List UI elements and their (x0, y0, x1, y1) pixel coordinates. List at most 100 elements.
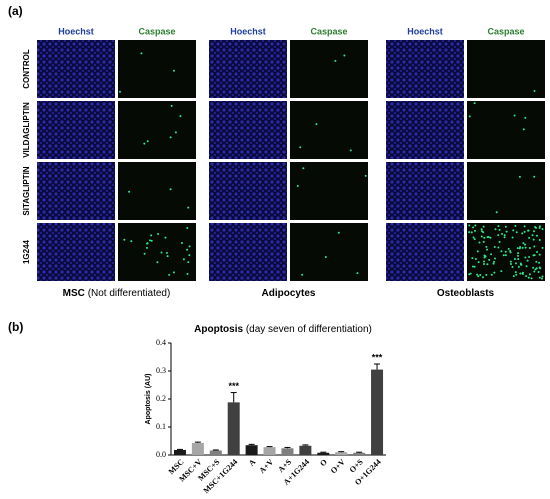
column-header: Hoechst (58, 26, 94, 36)
caspase-spot (468, 231, 471, 234)
caspase-spot (469, 272, 472, 275)
caspase-spot (480, 228, 483, 231)
caspase-spot (538, 238, 541, 241)
caspase-spot (535, 267, 538, 270)
caspase-spot (532, 254, 535, 257)
caspase-spot (493, 245, 496, 248)
caspase-spot (169, 136, 172, 139)
caspase-image (118, 223, 196, 281)
column-header: Caspase (310, 26, 347, 36)
caspase-spot (299, 146, 302, 149)
x-tick-label: A+V (257, 457, 275, 475)
caspase-spot (473, 229, 476, 232)
y-tick-label: 0.0 (156, 450, 166, 459)
caspase-spot (535, 234, 538, 237)
caspase-spot (482, 260, 485, 263)
caspase-spot (530, 277, 533, 280)
caspase-spot (349, 149, 352, 152)
caspase-image (467, 101, 545, 159)
caspase-spot (480, 235, 483, 238)
caspase-spot (481, 276, 484, 279)
significance: *** (228, 381, 239, 391)
hoechst-image (209, 101, 287, 159)
caspase-spot (480, 230, 483, 233)
caspase-image (290, 223, 368, 281)
caspase-spot (523, 230, 526, 233)
caspase-spot (526, 259, 529, 262)
caspase-spot (509, 262, 512, 265)
caspase-spot (472, 226, 475, 229)
caspase-spot (531, 234, 534, 237)
caspase-spot (500, 250, 503, 253)
caspase-spot (324, 256, 327, 259)
caspase-spot (160, 251, 163, 254)
caspase-spot (514, 271, 517, 274)
caspase-spot (482, 225, 485, 228)
caspase-spot (168, 273, 171, 276)
caspase-spot (527, 229, 530, 232)
caspase-spot (528, 255, 531, 258)
caspase-spot (149, 239, 152, 242)
caspase-spot (507, 247, 510, 250)
caspase-spot (518, 175, 521, 178)
title-sub: (day seven of differentiation) (246, 324, 372, 335)
caspase-spot (188, 254, 191, 257)
chart-title: Apoptosis (day seven of differentiation) (194, 324, 372, 335)
caspase-spot (334, 59, 337, 62)
bar (299, 445, 312, 455)
caspase-spot (504, 250, 507, 253)
hoechst-image (37, 162, 115, 220)
bar (335, 452, 348, 455)
y-tick-label: 0.2 (156, 394, 166, 403)
caspase-spot (476, 273, 479, 276)
caspase-spot (541, 228, 544, 231)
caspase-spot (541, 275, 544, 278)
caspase-spot (146, 242, 149, 245)
caspase-spot (301, 273, 304, 276)
caspase-spot (187, 206, 190, 209)
caspase-spot (364, 174, 367, 177)
caspase-spot (488, 258, 491, 261)
caspase-spot (182, 258, 185, 261)
caspase-spot (511, 236, 514, 239)
hoechst-image (37, 101, 115, 159)
caspase-spot (150, 234, 153, 237)
caspase-spot (519, 263, 522, 266)
caspase-spot (498, 240, 501, 243)
caspase-spot (471, 265, 474, 268)
caspase-spot (524, 116, 527, 119)
caspase-spot (521, 246, 524, 249)
caspase-spot (473, 238, 476, 241)
caspase-spot (516, 254, 519, 257)
hoechst-image (37, 223, 115, 281)
y-tick-label: 0.4 (156, 338, 166, 347)
caspase-spot (523, 225, 526, 228)
caspase-image (290, 101, 368, 159)
hoechst-image (386, 101, 464, 159)
group-name: Adipocytes (262, 288, 316, 299)
title-main: Apoptosis (194, 324, 243, 335)
caspase-spot (517, 265, 520, 268)
hoechst-image (209, 40, 287, 98)
bar (173, 449, 186, 455)
caspase-spot (174, 131, 177, 134)
caspase-spot (538, 266, 541, 269)
caspase-spot (492, 262, 495, 265)
caspase-spot (528, 273, 531, 276)
caspase-image (290, 40, 368, 98)
caspase-spot (485, 245, 488, 248)
hoechst-image (386, 40, 464, 98)
caspase-spot (169, 188, 172, 191)
caspase-spot (503, 234, 506, 237)
caspase-spot (123, 238, 126, 241)
caspase-spot (165, 251, 168, 254)
row-label: CONTROL (22, 49, 31, 89)
group-note: (Not differentiated) (88, 288, 171, 299)
caspase-spot (172, 271, 175, 274)
caspase-spot (512, 275, 515, 278)
bar (263, 447, 276, 455)
caspase-spot (471, 257, 474, 260)
caspase-image (118, 162, 196, 220)
x-tick-label: A (247, 457, 258, 468)
